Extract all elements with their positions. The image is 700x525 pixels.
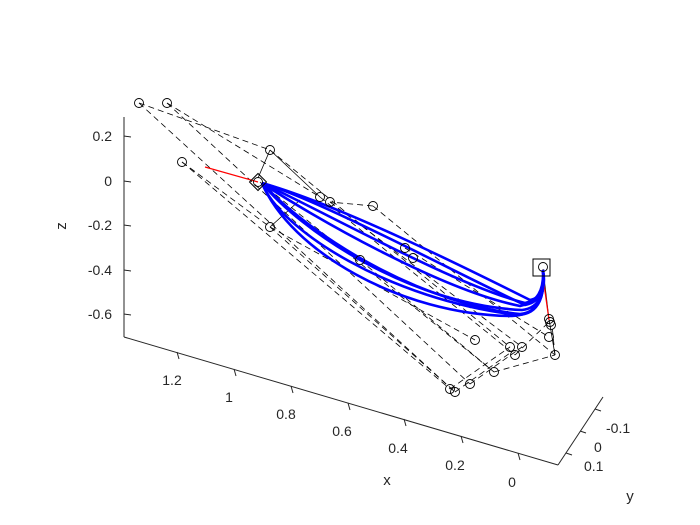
- z-tick-label: 0: [104, 173, 112, 189]
- trajectory-curve: [261, 181, 545, 307]
- z-tick-mark: [123, 180, 132, 183]
- solid-line: [548, 318, 556, 356]
- z-tick-label: 0.2: [93, 128, 113, 144]
- red-segment: [204, 166, 259, 183]
- y-tick-labels: -0.1 0 0.1: [584, 420, 630, 474]
- dashed-line: [259, 181, 495, 373]
- solid-line: [269, 149, 321, 198]
- dashed-line: [269, 226, 476, 341]
- y-tick-label: 0: [594, 439, 602, 455]
- circle-marker: [465, 379, 475, 389]
- circle-marker: [489, 367, 499, 377]
- x-tick-mark: [347, 402, 351, 411]
- dashed-line: [319, 196, 516, 356]
- z-tick-mark: [123, 313, 132, 316]
- dashed-line: [181, 161, 451, 390]
- circle-marker: [510, 350, 520, 360]
- end-square-marker: [532, 258, 551, 277]
- circle-marker: [315, 192, 325, 202]
- circle-marker: [470, 335, 480, 345]
- circle-marker: [505, 342, 515, 352]
- circle-marker: [265, 145, 275, 155]
- dashed-line: [166, 102, 321, 198]
- circle-marker: [445, 384, 455, 394]
- y-tick-label: 0.1: [584, 458, 604, 474]
- x-tick-label: 0: [508, 474, 516, 490]
- dashed-frame-lines: [138, 102, 556, 393]
- circle-marker: [546, 320, 556, 330]
- trajectory-curve: [260, 182, 545, 312]
- solid-line: [257, 149, 271, 179]
- circle-marker: [538, 262, 548, 272]
- x-tick-mark: [403, 418, 407, 427]
- circle-marker: [550, 350, 560, 360]
- dashed-line: [469, 346, 523, 385]
- circle-marker: [162, 98, 172, 108]
- y-tick-mark: [594, 408, 602, 412]
- circle-marker: [134, 98, 144, 108]
- x-tick-mark: [176, 351, 180, 360]
- x-tick-label: 1: [225, 389, 233, 405]
- z-tick-labels: 0.2 0 -0.2 -0.4 -0.6: [88, 128, 112, 322]
- circle-marker: [368, 201, 378, 211]
- y-tick-label: -0.1: [606, 420, 630, 436]
- dashed-line: [359, 259, 495, 373]
- z-tick-mark: [123, 269, 132, 272]
- x-tick-label: 0.6: [332, 423, 352, 439]
- circle-marker: [517, 342, 527, 352]
- x-tick-mark: [233, 368, 237, 377]
- dashed-line: [269, 226, 456, 393]
- dashed-line: [454, 352, 511, 393]
- circle-marker: [355, 255, 365, 265]
- y-axis-ticks: [565, 408, 602, 456]
- circle-marker: [408, 253, 418, 263]
- z-tick-label: -0.2: [88, 217, 112, 233]
- trajectory-curve: [260, 182, 545, 318]
- dashed-line: [329, 201, 374, 207]
- dashed-line: [493, 354, 556, 373]
- circle-marker: [325, 197, 335, 207]
- z-tick-label: -0.4: [88, 262, 112, 278]
- circle-marker: [265, 222, 275, 232]
- x-tick-labels: 1.2 1 0.8 0.6 0.4 0.2 0: [162, 372, 516, 490]
- x-tick-mark: [517, 452, 521, 461]
- circle-marker: [400, 243, 410, 253]
- dashed-line: [449, 346, 511, 390]
- axes: [123, 117, 604, 466]
- y-tick-mark: [565, 452, 573, 456]
- z-axis-ticks: [123, 135, 132, 316]
- x-tick-label: 0.8: [276, 406, 296, 422]
- blue-curves: [260, 181, 546, 318]
- dashed-line: [138, 102, 271, 151]
- x-axis-ticks: [176, 351, 521, 461]
- x-tick-label: 0.4: [388, 440, 408, 456]
- x-tick-mark: [290, 385, 294, 394]
- x-axis-line: [123, 336, 559, 466]
- y-axis-label: y: [626, 488, 634, 505]
- dashed-line: [166, 102, 471, 385]
- start-diamond-marker: [248, 172, 268, 192]
- x-tick-label: 0.2: [445, 457, 465, 473]
- z-tick-mark: [123, 135, 132, 138]
- circle-marker: [450, 387, 460, 397]
- circle-markers: [134, 98, 560, 397]
- circle-marker: [544, 332, 554, 342]
- x-tick-label: 1.2: [162, 372, 182, 388]
- y-tick-mark: [579, 430, 587, 434]
- dashed-line: [269, 149, 511, 348]
- dashed-line: [138, 102, 456, 393]
- circle-marker: [177, 157, 187, 167]
- z-axis-label: z: [53, 222, 70, 230]
- z-tick-label: -0.6: [88, 306, 112, 322]
- circle-marker: [253, 177, 263, 187]
- z-tick-mark: [123, 224, 132, 227]
- x-axis-label: x: [383, 472, 391, 489]
- dashed-line: [514, 320, 551, 356]
- x-tick-mark: [460, 435, 464, 444]
- dashed-line: [181, 161, 271, 228]
